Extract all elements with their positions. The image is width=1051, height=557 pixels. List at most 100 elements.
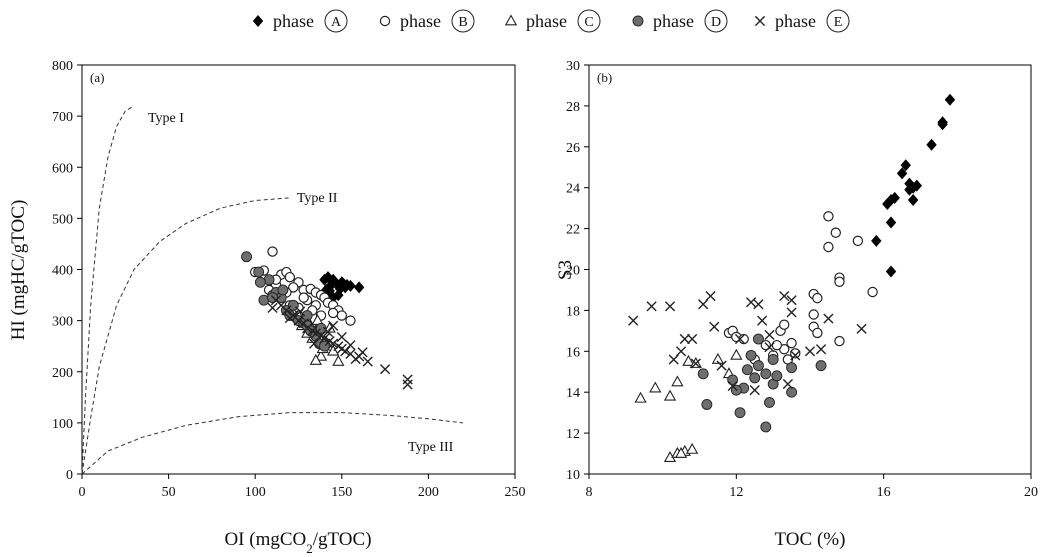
data-point	[779, 319, 790, 330]
data-point	[701, 399, 713, 410]
data-point	[267, 302, 278, 313]
data-point	[380, 364, 391, 375]
x-tick-label: 250	[505, 485, 526, 500]
data-point	[771, 339, 783, 351]
legend-letter: B	[458, 15, 467, 30]
data-point	[402, 374, 413, 385]
data-point	[302, 323, 313, 334]
data-point	[253, 266, 265, 278]
y-tick-label: 12	[566, 427, 580, 442]
data-point	[663, 389, 677, 401]
data-point	[786, 362, 798, 374]
data-point	[402, 379, 413, 390]
legend-marker-gray-circle	[632, 15, 644, 27]
x-tick-label: 8	[586, 485, 593, 500]
data-point	[734, 407, 746, 419]
y-tick-label: 14	[566, 386, 580, 401]
data-point	[786, 386, 798, 398]
data-point	[668, 354, 679, 365]
series-phase-e	[628, 290, 867, 396]
reference-curve-type-ii	[81, 197, 290, 475]
panel-label: (a)	[90, 70, 104, 85]
legend-letter-circle	[577, 9, 601, 33]
data-point	[808, 309, 819, 320]
data-point	[752, 360, 764, 372]
data-point	[830, 227, 841, 238]
data-point	[752, 333, 764, 345]
x-tick-label: 150	[331, 485, 352, 500]
y-tick-label: 28	[566, 100, 580, 115]
data-point	[885, 265, 897, 278]
legend-label: phase	[775, 11, 816, 31]
data-point	[764, 396, 775, 408]
series-phase-d	[697, 333, 827, 433]
data-point	[764, 342, 775, 353]
data-point	[697, 368, 709, 380]
data-point	[319, 333, 330, 344]
data-point	[944, 93, 956, 106]
y-tick-label: 300	[52, 315, 73, 330]
y-tick-label: 24	[566, 182, 580, 197]
data-point	[896, 167, 908, 180]
reference-curve-type-i	[81, 105, 135, 475]
data-point	[711, 352, 725, 364]
legend-item-phase-a: phase A	[252, 9, 348, 33]
data-point	[685, 442, 699, 454]
y-tick-label: 400	[52, 264, 73, 279]
data-point	[284, 310, 296, 321]
legend-letter: C	[584, 15, 593, 30]
data-point	[698, 299, 709, 310]
data-point	[727, 374, 739, 386]
data-point	[767, 354, 779, 365]
series-phase-c	[634, 348, 743, 462]
y-tick-label: 100	[52, 417, 73, 432]
data-point	[345, 315, 356, 326]
data-point	[812, 327, 823, 339]
data-point	[867, 286, 878, 298]
y-tick-label: 200	[52, 366, 73, 381]
curve-label-type-i: Type I	[148, 111, 184, 126]
plot-frame	[81, 64, 516, 475]
data-point	[823, 211, 834, 222]
data-point	[327, 307, 339, 319]
data-point	[834, 335, 845, 347]
data-point	[885, 216, 897, 229]
legend-item-phase-d: phase D	[632, 9, 728, 33]
series-phase-e	[267, 295, 413, 390]
data-point	[882, 198, 893, 211]
data-point	[852, 235, 864, 247]
legend-label: phase	[653, 11, 694, 31]
data-point	[727, 380, 738, 392]
legend-marker-cross	[754, 15, 766, 27]
legend-label: phase	[400, 11, 441, 31]
y-tick-label: 26	[566, 141, 580, 156]
x-tick-label: 50	[162, 485, 176, 500]
legend-marker-open-triangle	[504, 14, 518, 26]
data-point	[310, 328, 321, 339]
data-point	[241, 251, 252, 263]
y-tick-label: 10	[566, 468, 580, 483]
data-point	[277, 284, 289, 296]
x-tick-label: 20	[1024, 485, 1038, 500]
data-point	[904, 177, 915, 190]
data-point	[937, 116, 948, 129]
y-axis-label: S3	[555, 260, 576, 280]
data-point	[634, 391, 647, 403]
data-point	[753, 299, 764, 310]
x-axis-label-part: /gTOC)	[313, 529, 372, 550]
data-point	[675, 346, 687, 357]
y-axis-label: HI (mgHC/gTOC)	[8, 200, 29, 341]
data-point	[730, 348, 743, 360]
x-axis-label: OI (mgCO2/gTOC)	[224, 529, 371, 556]
legend-marker-diamond	[252, 15, 264, 27]
data-point	[298, 292, 309, 303]
reference-curve-type-iii	[81, 412, 464, 475]
data-point	[309, 353, 322, 365]
x-tick-label: 100	[245, 485, 266, 500]
data-point	[362, 356, 373, 367]
data-point	[856, 323, 867, 334]
data-point	[314, 349, 328, 361]
data-point	[760, 368, 772, 380]
